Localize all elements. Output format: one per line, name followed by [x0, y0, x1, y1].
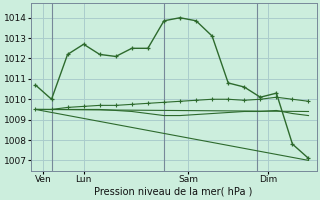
X-axis label: Pression niveau de la mer( hPa ): Pression niveau de la mer( hPa ) [94, 187, 253, 197]
